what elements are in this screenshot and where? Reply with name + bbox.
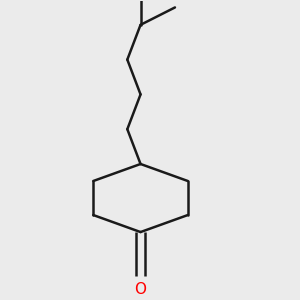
Text: O: O <box>134 282 146 297</box>
